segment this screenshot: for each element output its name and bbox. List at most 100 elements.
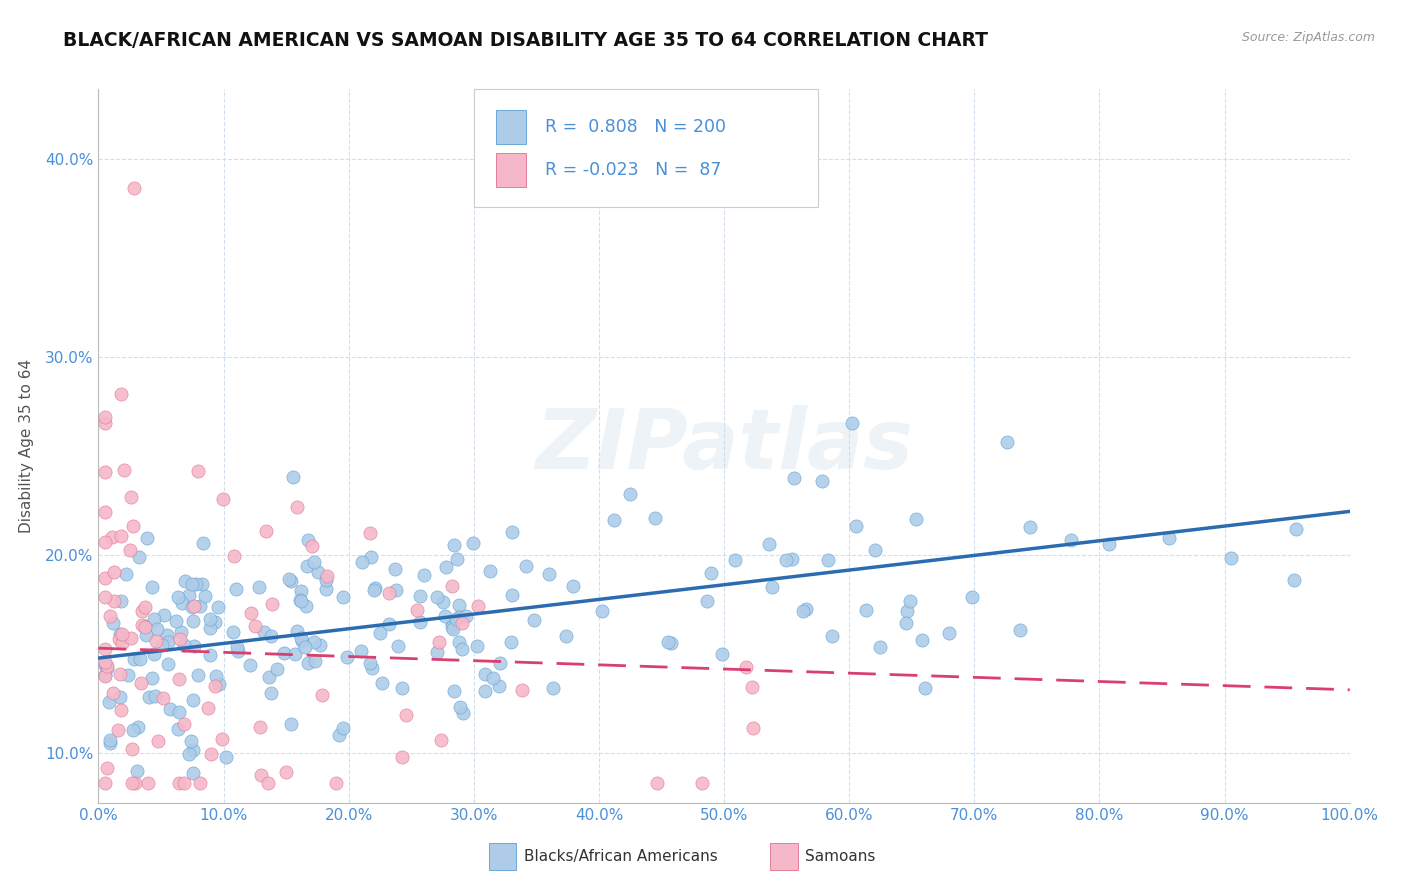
Text: R =  0.808   N = 200: R = 0.808 N = 200 xyxy=(546,118,725,136)
Point xyxy=(129,652,152,666)
Point xyxy=(896,604,918,618)
Point xyxy=(222,549,245,563)
Point xyxy=(127,720,149,734)
Point xyxy=(370,675,392,690)
Point xyxy=(128,549,150,564)
Point xyxy=(761,580,783,594)
Point xyxy=(775,552,797,566)
Point xyxy=(180,733,202,747)
Point xyxy=(467,599,489,613)
Point xyxy=(188,599,211,613)
Point xyxy=(249,720,271,734)
Point xyxy=(278,573,301,587)
Point xyxy=(225,640,247,654)
Point xyxy=(187,668,209,682)
Point xyxy=(204,615,226,629)
Point xyxy=(98,736,121,750)
Point xyxy=(451,615,474,630)
Point xyxy=(441,622,464,636)
FancyBboxPatch shape xyxy=(474,89,818,207)
Point xyxy=(121,723,143,737)
Point xyxy=(211,731,233,746)
FancyBboxPatch shape xyxy=(489,843,516,870)
Point xyxy=(98,608,121,623)
Point xyxy=(409,615,432,629)
Point xyxy=(93,571,115,585)
Point xyxy=(207,600,229,615)
Point xyxy=(120,490,142,504)
Point xyxy=(436,560,458,574)
Point xyxy=(127,764,149,779)
Text: R = -0.023   N =  87: R = -0.023 N = 87 xyxy=(546,161,721,178)
Point xyxy=(741,680,763,694)
Point xyxy=(93,657,115,672)
Point xyxy=(332,590,354,604)
Point xyxy=(93,668,115,682)
Point xyxy=(449,699,471,714)
Point xyxy=(543,681,565,695)
Point xyxy=(131,604,153,618)
Point xyxy=(152,690,174,705)
Point xyxy=(96,661,118,675)
Point xyxy=(124,776,146,790)
Point xyxy=(619,487,641,501)
Point xyxy=(391,681,413,695)
Point xyxy=(288,592,311,607)
Point xyxy=(134,620,156,634)
Point xyxy=(110,387,132,401)
Point xyxy=(311,688,333,702)
Point xyxy=(894,615,917,630)
Point xyxy=(384,582,406,597)
Point xyxy=(898,594,921,608)
Point xyxy=(247,580,270,594)
Point xyxy=(359,526,381,541)
Point xyxy=(146,622,169,636)
Point xyxy=(240,606,263,620)
Point xyxy=(157,657,180,672)
Point xyxy=(869,640,891,654)
Point xyxy=(1098,537,1121,551)
Point xyxy=(315,573,337,587)
Point xyxy=(447,635,470,649)
Point xyxy=(841,417,863,431)
Point xyxy=(284,648,307,662)
Point xyxy=(141,671,163,685)
Point xyxy=(724,553,747,567)
Point xyxy=(510,682,533,697)
Point xyxy=(181,614,204,628)
Point xyxy=(170,596,193,610)
Point xyxy=(938,626,960,640)
Point xyxy=(266,662,288,676)
Point xyxy=(177,588,200,602)
Point xyxy=(143,690,166,704)
Point xyxy=(350,555,373,569)
Point xyxy=(150,638,173,652)
Point xyxy=(187,464,209,478)
Point xyxy=(173,776,195,790)
Point xyxy=(449,598,471,612)
Point xyxy=(112,463,135,477)
Point xyxy=(914,681,936,696)
Point xyxy=(207,677,229,691)
Point xyxy=(111,627,134,641)
Point xyxy=(537,567,560,582)
Point xyxy=(183,766,205,780)
Point xyxy=(134,600,156,615)
Text: Source: ZipAtlas.com: Source: ZipAtlas.com xyxy=(1241,31,1375,45)
Point xyxy=(378,616,401,631)
Point xyxy=(100,530,122,544)
Point xyxy=(433,609,456,624)
Point xyxy=(136,776,159,790)
Point xyxy=(110,703,132,717)
FancyBboxPatch shape xyxy=(496,153,526,187)
Point xyxy=(191,535,214,549)
Point xyxy=(302,555,325,569)
Point xyxy=(110,594,132,608)
Point xyxy=(183,599,205,613)
Point xyxy=(156,628,179,642)
Point xyxy=(167,673,190,687)
Point xyxy=(446,552,468,566)
Point xyxy=(449,610,471,624)
Point xyxy=(138,690,160,705)
Point xyxy=(198,621,221,635)
